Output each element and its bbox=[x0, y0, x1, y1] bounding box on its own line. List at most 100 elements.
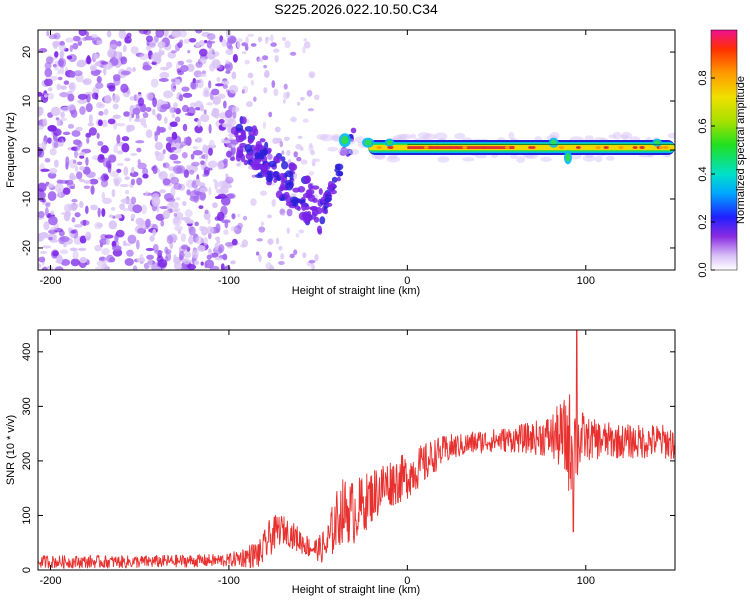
noise-blob bbox=[149, 235, 155, 242]
noise-blob bbox=[174, 207, 181, 213]
noise-blob bbox=[203, 87, 210, 94]
noise-blob bbox=[311, 158, 316, 166]
noise-blob bbox=[283, 136, 290, 141]
noise-blob bbox=[156, 102, 161, 112]
noise-blob bbox=[224, 109, 233, 119]
noise-blob bbox=[241, 239, 248, 248]
noise-blob bbox=[182, 201, 187, 206]
noise-blob bbox=[103, 108, 109, 116]
noise-blob bbox=[139, 53, 149, 61]
noise-blob bbox=[210, 112, 216, 117]
noise-blob bbox=[44, 158, 51, 163]
noise-blob bbox=[223, 158, 228, 165]
noise-blob bbox=[180, 266, 189, 270]
chirp-blob bbox=[318, 188, 323, 195]
noise-blob bbox=[101, 247, 110, 256]
colorbar-ticks: 0.0 0.2 0.4 0.6 0.8 bbox=[697, 70, 715, 278]
noise-blob bbox=[119, 203, 126, 211]
ridge-haze bbox=[348, 148, 359, 156]
ridge-bump bbox=[364, 139, 372, 146]
noise-blob bbox=[257, 36, 263, 43]
noise-blob bbox=[38, 263, 42, 269]
noise-blob bbox=[54, 266, 64, 270]
noise-blob bbox=[225, 48, 234, 56]
noise-blob bbox=[79, 166, 85, 171]
chirp-blob bbox=[244, 143, 253, 153]
noise-blob bbox=[101, 208, 106, 217]
noise-blob bbox=[71, 217, 76, 223]
noise-blob bbox=[85, 231, 92, 241]
noise-blob bbox=[173, 216, 180, 224]
ridge-peak bbox=[639, 146, 645, 149]
noise-blob bbox=[140, 117, 147, 126]
noise-blob bbox=[175, 107, 181, 115]
noise-blob bbox=[208, 47, 215, 55]
noise-blob bbox=[43, 94, 48, 98]
chirp-blob bbox=[319, 216, 326, 225]
noise-blob bbox=[79, 235, 87, 244]
noise-blob bbox=[150, 78, 159, 88]
noise-blob bbox=[77, 93, 88, 100]
noise-blob bbox=[93, 53, 99, 60]
noise-blob bbox=[106, 254, 114, 263]
ridge-peak bbox=[595, 146, 601, 149]
noise-blob bbox=[183, 169, 190, 178]
noise-blob bbox=[38, 232, 49, 239]
noise-blob bbox=[195, 178, 200, 186]
noise-blob bbox=[145, 45, 151, 51]
noise-blob bbox=[94, 266, 105, 270]
y-tick-label: 400 bbox=[21, 343, 33, 361]
noise-blob bbox=[221, 180, 228, 189]
noise-blob bbox=[199, 187, 209, 193]
noise-blob bbox=[47, 125, 57, 132]
noise-blob bbox=[159, 205, 169, 210]
noise-blob bbox=[38, 143, 42, 147]
noise-blob bbox=[123, 111, 131, 117]
noise-blob bbox=[157, 259, 168, 268]
noise-blob bbox=[231, 238, 238, 246]
noise-blob bbox=[283, 83, 288, 90]
noise-blob bbox=[217, 244, 225, 253]
noise-blob bbox=[212, 202, 218, 209]
chirp-blob bbox=[273, 178, 278, 183]
y-tick-label: 10 bbox=[21, 95, 33, 107]
noise-blob bbox=[180, 64, 189, 73]
noise-blob bbox=[122, 44, 127, 53]
ridge-haze bbox=[454, 132, 466, 140]
noise-blob bbox=[299, 146, 304, 152]
colorbar-tick-label: 0.2 bbox=[697, 214, 709, 229]
noise-blob bbox=[116, 168, 122, 173]
noise-blob bbox=[178, 250, 185, 260]
noise-blob bbox=[306, 89, 313, 97]
noise-blob bbox=[171, 30, 182, 38]
noise-blob bbox=[59, 50, 65, 58]
noise-blob bbox=[104, 94, 112, 104]
noise-blob bbox=[93, 40, 97, 45]
noise-blob bbox=[158, 77, 169, 82]
chirp-blob bbox=[337, 170, 344, 177]
ridge-peak bbox=[575, 146, 581, 149]
spectrogram-x-ticks: -200 -100 0 100 bbox=[39, 30, 595, 287]
ridge-peak bbox=[504, 146, 510, 149]
noise-blob bbox=[85, 156, 89, 166]
noise-blob bbox=[192, 145, 199, 150]
ridge-peak bbox=[603, 146, 609, 149]
noise-blob bbox=[152, 228, 157, 237]
noise-blob bbox=[68, 227, 72, 233]
noise-blob bbox=[164, 246, 169, 255]
spectrogram-marks bbox=[38, 30, 675, 270]
noise-blob bbox=[184, 251, 192, 259]
noise-blob bbox=[64, 210, 72, 218]
noise-blob bbox=[201, 70, 207, 75]
noise-blob bbox=[136, 177, 143, 186]
noise-blob bbox=[145, 247, 154, 252]
noise-blob bbox=[255, 251, 260, 256]
noise-blob bbox=[165, 197, 176, 203]
noise-blob bbox=[195, 236, 204, 245]
noise-blob bbox=[159, 71, 170, 79]
noise-blob bbox=[212, 96, 221, 105]
chirp-blob bbox=[235, 135, 245, 143]
noise-blob bbox=[179, 39, 184, 45]
noise-blob bbox=[119, 183, 129, 188]
